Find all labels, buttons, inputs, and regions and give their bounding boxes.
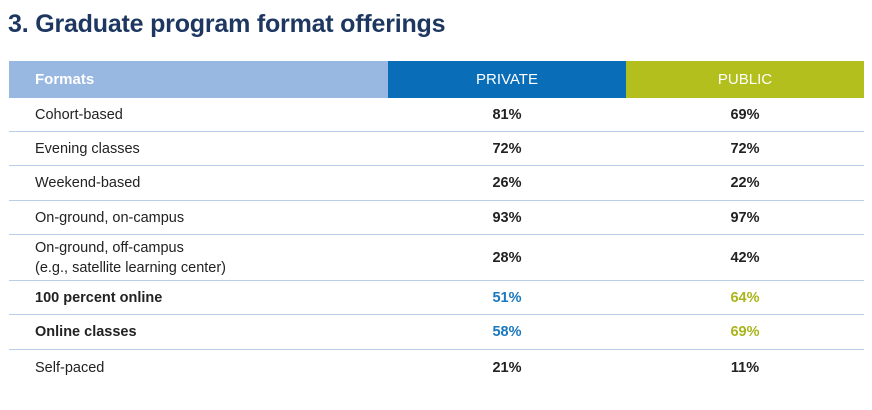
row-label: Online classes [35, 324, 137, 340]
row-label: On-ground, on-campus [35, 209, 185, 226]
table-row: On-ground, on-campus 93% 97% [9, 201, 864, 235]
table-row: Self-paced 21% 11% [9, 350, 864, 385]
public-value: 72% [730, 140, 760, 157]
private-value: 26% [492, 175, 522, 191]
header-formats: Formats [9, 61, 388, 98]
public-value: 64% [730, 289, 760, 306]
public-value: 97% [730, 209, 760, 226]
private-value: 21% [492, 359, 522, 376]
row-label-detail: (e.g., satellite learning center) [35, 259, 227, 276]
public-value: 69% [730, 106, 760, 123]
private-value: 51% [492, 289, 522, 306]
table-row: Evening classes 72% 72% [9, 132, 864, 166]
public-value: 22% [730, 175, 760, 191]
public-value: 11% [730, 359, 760, 376]
row-label: Weekend-based [35, 175, 141, 191]
public-value: 42% [730, 249, 760, 266]
private-value: 58% [492, 324, 522, 340]
public-value: 69% [730, 324, 760, 340]
row-label: On-ground, off-campus [35, 239, 184, 256]
table-row: 100 percent online 51% 64% [9, 281, 864, 315]
private-value: 93% [492, 209, 522, 226]
private-value: 28% [492, 249, 522, 266]
row-label: Self-paced [35, 359, 105, 376]
header-private: PRIVATE [388, 61, 626, 98]
table-row: On-ground, off-campus (e.g., satellite l… [9, 235, 864, 281]
row-label: 100 percent online [35, 289, 163, 306]
private-value: 72% [492, 140, 522, 157]
table-row: Cohort-based 81% 69% [9, 98, 864, 132]
format-offerings-table: Formats PRIVATE PUBLIC Cohort-based 81% … [9, 61, 864, 385]
table-row: Online classes 58% 69% [9, 315, 864, 350]
row-label: Evening classes [35, 140, 140, 157]
header-public: PUBLIC [626, 61, 864, 98]
table-header: Formats PRIVATE PUBLIC [9, 61, 864, 98]
table-row: Weekend-based 26% 22% [9, 166, 864, 201]
row-label-multiline: On-ground, off-campus (e.g., satellite l… [9, 238, 388, 278]
page-title: 3. Graduate program format offerings [8, 10, 446, 38]
private-value: 81% [492, 106, 522, 123]
row-label: Cohort-based [35, 106, 123, 123]
